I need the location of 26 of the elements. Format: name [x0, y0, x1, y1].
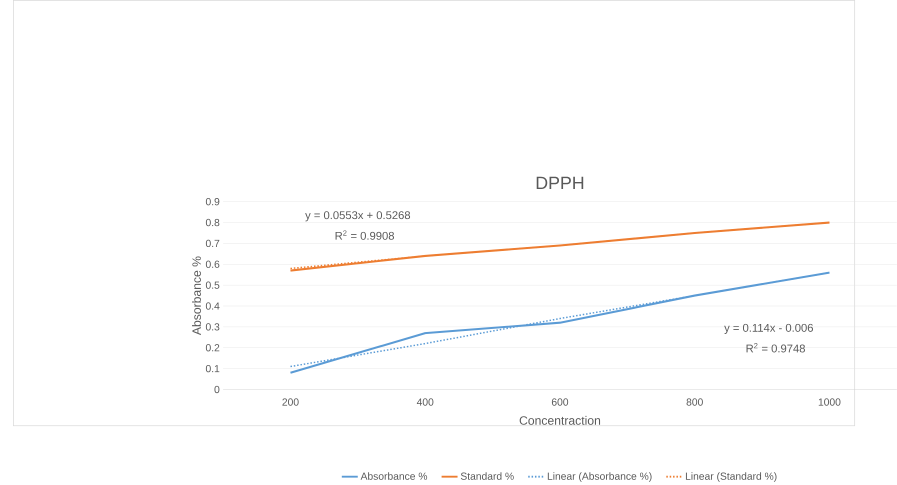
legend-label: Linear (Absorbance %) [548, 472, 652, 482]
annotation: R$^{2}$ = 0.9908 [336, 230, 394, 240]
legend-label: Standard % [460, 472, 514, 480]
x-tick-label: 800 [686, 398, 703, 406]
y-tick-label: 0 [214, 386, 220, 394]
y-tick-label: 0.3 [206, 323, 220, 331]
x-tick-label: 1000 [818, 398, 840, 406]
y-tick-label: 0.9 [206, 198, 220, 206]
annotation: y = 0.114x - 0.006 [724, 324, 813, 334]
legend-label: Linear (Standard %) [686, 472, 777, 482]
x-tick-label: 600 [552, 398, 568, 406]
y-axis-title: Absorbance % [192, 256, 201, 336]
y-tick-label: 0.7 [206, 240, 220, 248]
x-axis-title: Concentraction [520, 416, 600, 425]
y-tick-label: 0.5 [206, 282, 220, 289]
legend-label: Absorbance % [360, 472, 428, 480]
y-tick-label: 0.1 [206, 365, 220, 372]
y-tick-label: 0.8 [206, 218, 220, 226]
y-tick-label: 0.6 [206, 260, 220, 268]
annotation: R$^{2}$ = 0.9748 [746, 343, 805, 352]
annotation: y = 0.0553x + 0.5268 [305, 211, 410, 222]
y-tick-label: 0.4 [206, 302, 220, 310]
x-tick-label: 400 [416, 398, 434, 406]
y-tick-label: 0.2 [206, 344, 220, 352]
chart-title: DPPH [536, 176, 584, 190]
x-tick-label: 200 [282, 398, 299, 406]
